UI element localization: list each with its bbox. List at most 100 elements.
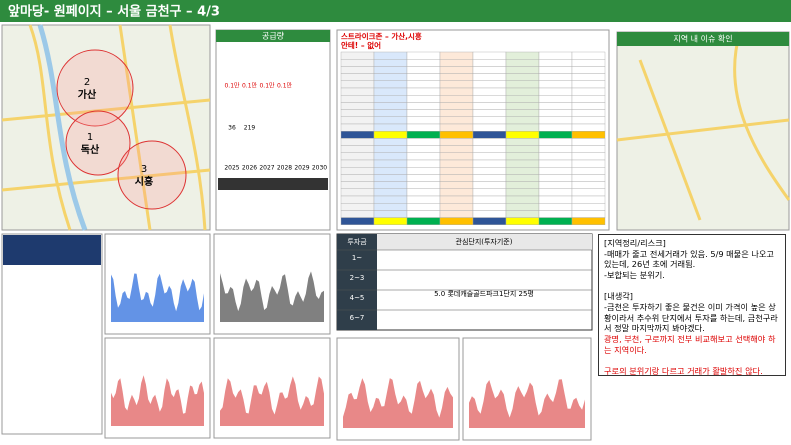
table-cell — [373, 174, 408, 182]
table-cell — [472, 80, 507, 89]
table-cell — [340, 123, 375, 132]
table-cell — [340, 166, 375, 175]
table-cell — [340, 159, 375, 168]
table-cell — [340, 66, 375, 74]
table-cell — [406, 138, 441, 146]
supply-title-bar — [216, 30, 330, 42]
table-cell — [439, 195, 474, 204]
table-cell — [373, 51, 408, 60]
table-cell — [373, 188, 408, 197]
note-line: -매매가 줄고 전세거래가 있음. 5/9 매물은 나오고 있는데, 26년 초… — [604, 248, 774, 270]
table-cell — [406, 195, 441, 204]
supply-value: 219 — [244, 125, 256, 132]
area-name: 독산 — [81, 143, 100, 156]
table-cell — [571, 166, 606, 175]
table-cell — [505, 94, 540, 103]
year-label: 2027 — [259, 165, 274, 172]
table-cell — [406, 102, 441, 110]
screenshots — [1, 233, 592, 441]
table-cell — [340, 130, 375, 139]
table-cell — [439, 109, 474, 117]
year-label: 2026 — [242, 165, 257, 172]
table-cell — [571, 123, 606, 132]
table-cell — [538, 123, 573, 132]
table-cell — [439, 202, 474, 211]
supply-label: 0.1만 — [224, 82, 240, 90]
invest-row: 6~7 — [350, 314, 365, 322]
supply-title: 공급량 — [262, 31, 285, 41]
table-cell — [340, 51, 375, 60]
table-cell — [472, 51, 507, 60]
table-cell — [538, 51, 573, 60]
table-cell — [373, 130, 408, 139]
table-cell — [538, 94, 573, 103]
area-name: 가산 — [78, 88, 97, 101]
table-cell — [439, 166, 474, 175]
area-circle — [117, 140, 187, 210]
table-cell — [373, 123, 408, 132]
table-cell — [472, 138, 507, 146]
table-cell — [340, 80, 375, 89]
table-cell — [439, 123, 474, 132]
invest-header: 투자금 — [347, 237, 367, 246]
note-line: [지역정리/리스크] — [604, 238, 666, 248]
table-cell — [505, 102, 540, 110]
table-cell — [571, 102, 606, 110]
supply-value: 36 — [228, 125, 236, 132]
table-cell — [472, 87, 507, 96]
invest-pick: 5.0 롯데캐슬골드파크1단지 25평 — [434, 289, 534, 298]
area-number: 3 — [141, 164, 147, 175]
table-cell — [340, 94, 375, 103]
table-cell — [505, 188, 540, 197]
table-cell — [373, 116, 408, 125]
table-cell — [406, 217, 441, 226]
table-cell — [571, 217, 606, 226]
table-cell — [505, 202, 540, 211]
table-cell — [538, 152, 573, 161]
table-cell — [406, 123, 441, 132]
chart-shape — [111, 273, 204, 322]
table-cell — [571, 195, 606, 204]
table-cell — [439, 73, 474, 81]
issue-title-bar — [617, 32, 789, 46]
table-cell — [472, 181, 507, 190]
note-line: -금천은 투자하기 좋은 물건은 이미 가격이 높은 상황이라서 추수위 단지에… — [604, 301, 778, 334]
table-cell — [472, 66, 507, 74]
table-cell — [505, 73, 540, 81]
screenshot — [1, 233, 103, 435]
table-cell — [472, 166, 507, 175]
map-road — [616, 31, 791, 221]
table-cell — [373, 138, 408, 146]
table-cell — [538, 217, 573, 226]
table-cell — [472, 109, 507, 117]
table-cell — [406, 109, 441, 117]
chart-shape — [111, 375, 204, 426]
table-cell — [406, 210, 441, 218]
table-cell — [505, 159, 540, 168]
table-cell — [340, 116, 375, 125]
table-cell — [472, 217, 507, 226]
table-cell — [472, 73, 507, 81]
table-cell — [439, 102, 474, 110]
table-cell — [505, 166, 540, 175]
table-cell — [406, 51, 441, 60]
note-line: 광명, 부천, 구로까지 전부 비교해보고 선택해야 하는 지역이다. — [604, 333, 776, 355]
table-cell — [373, 166, 408, 175]
year-label: 2029 — [294, 165, 309, 172]
table-cell — [505, 87, 540, 96]
table-cell — [472, 195, 507, 204]
table-cell — [406, 66, 441, 74]
table-cell — [538, 188, 573, 197]
table-cell — [505, 80, 540, 89]
table-cell — [373, 102, 408, 110]
table-cell — [340, 109, 375, 117]
note-line: [내생각] — [604, 291, 633, 302]
table-cell — [373, 87, 408, 96]
table-cell — [439, 51, 474, 60]
table-cell — [439, 152, 474, 161]
table-cell — [406, 80, 441, 89]
table-cell — [571, 116, 606, 125]
table-cell — [373, 66, 408, 74]
invest-head — [377, 234, 592, 250]
